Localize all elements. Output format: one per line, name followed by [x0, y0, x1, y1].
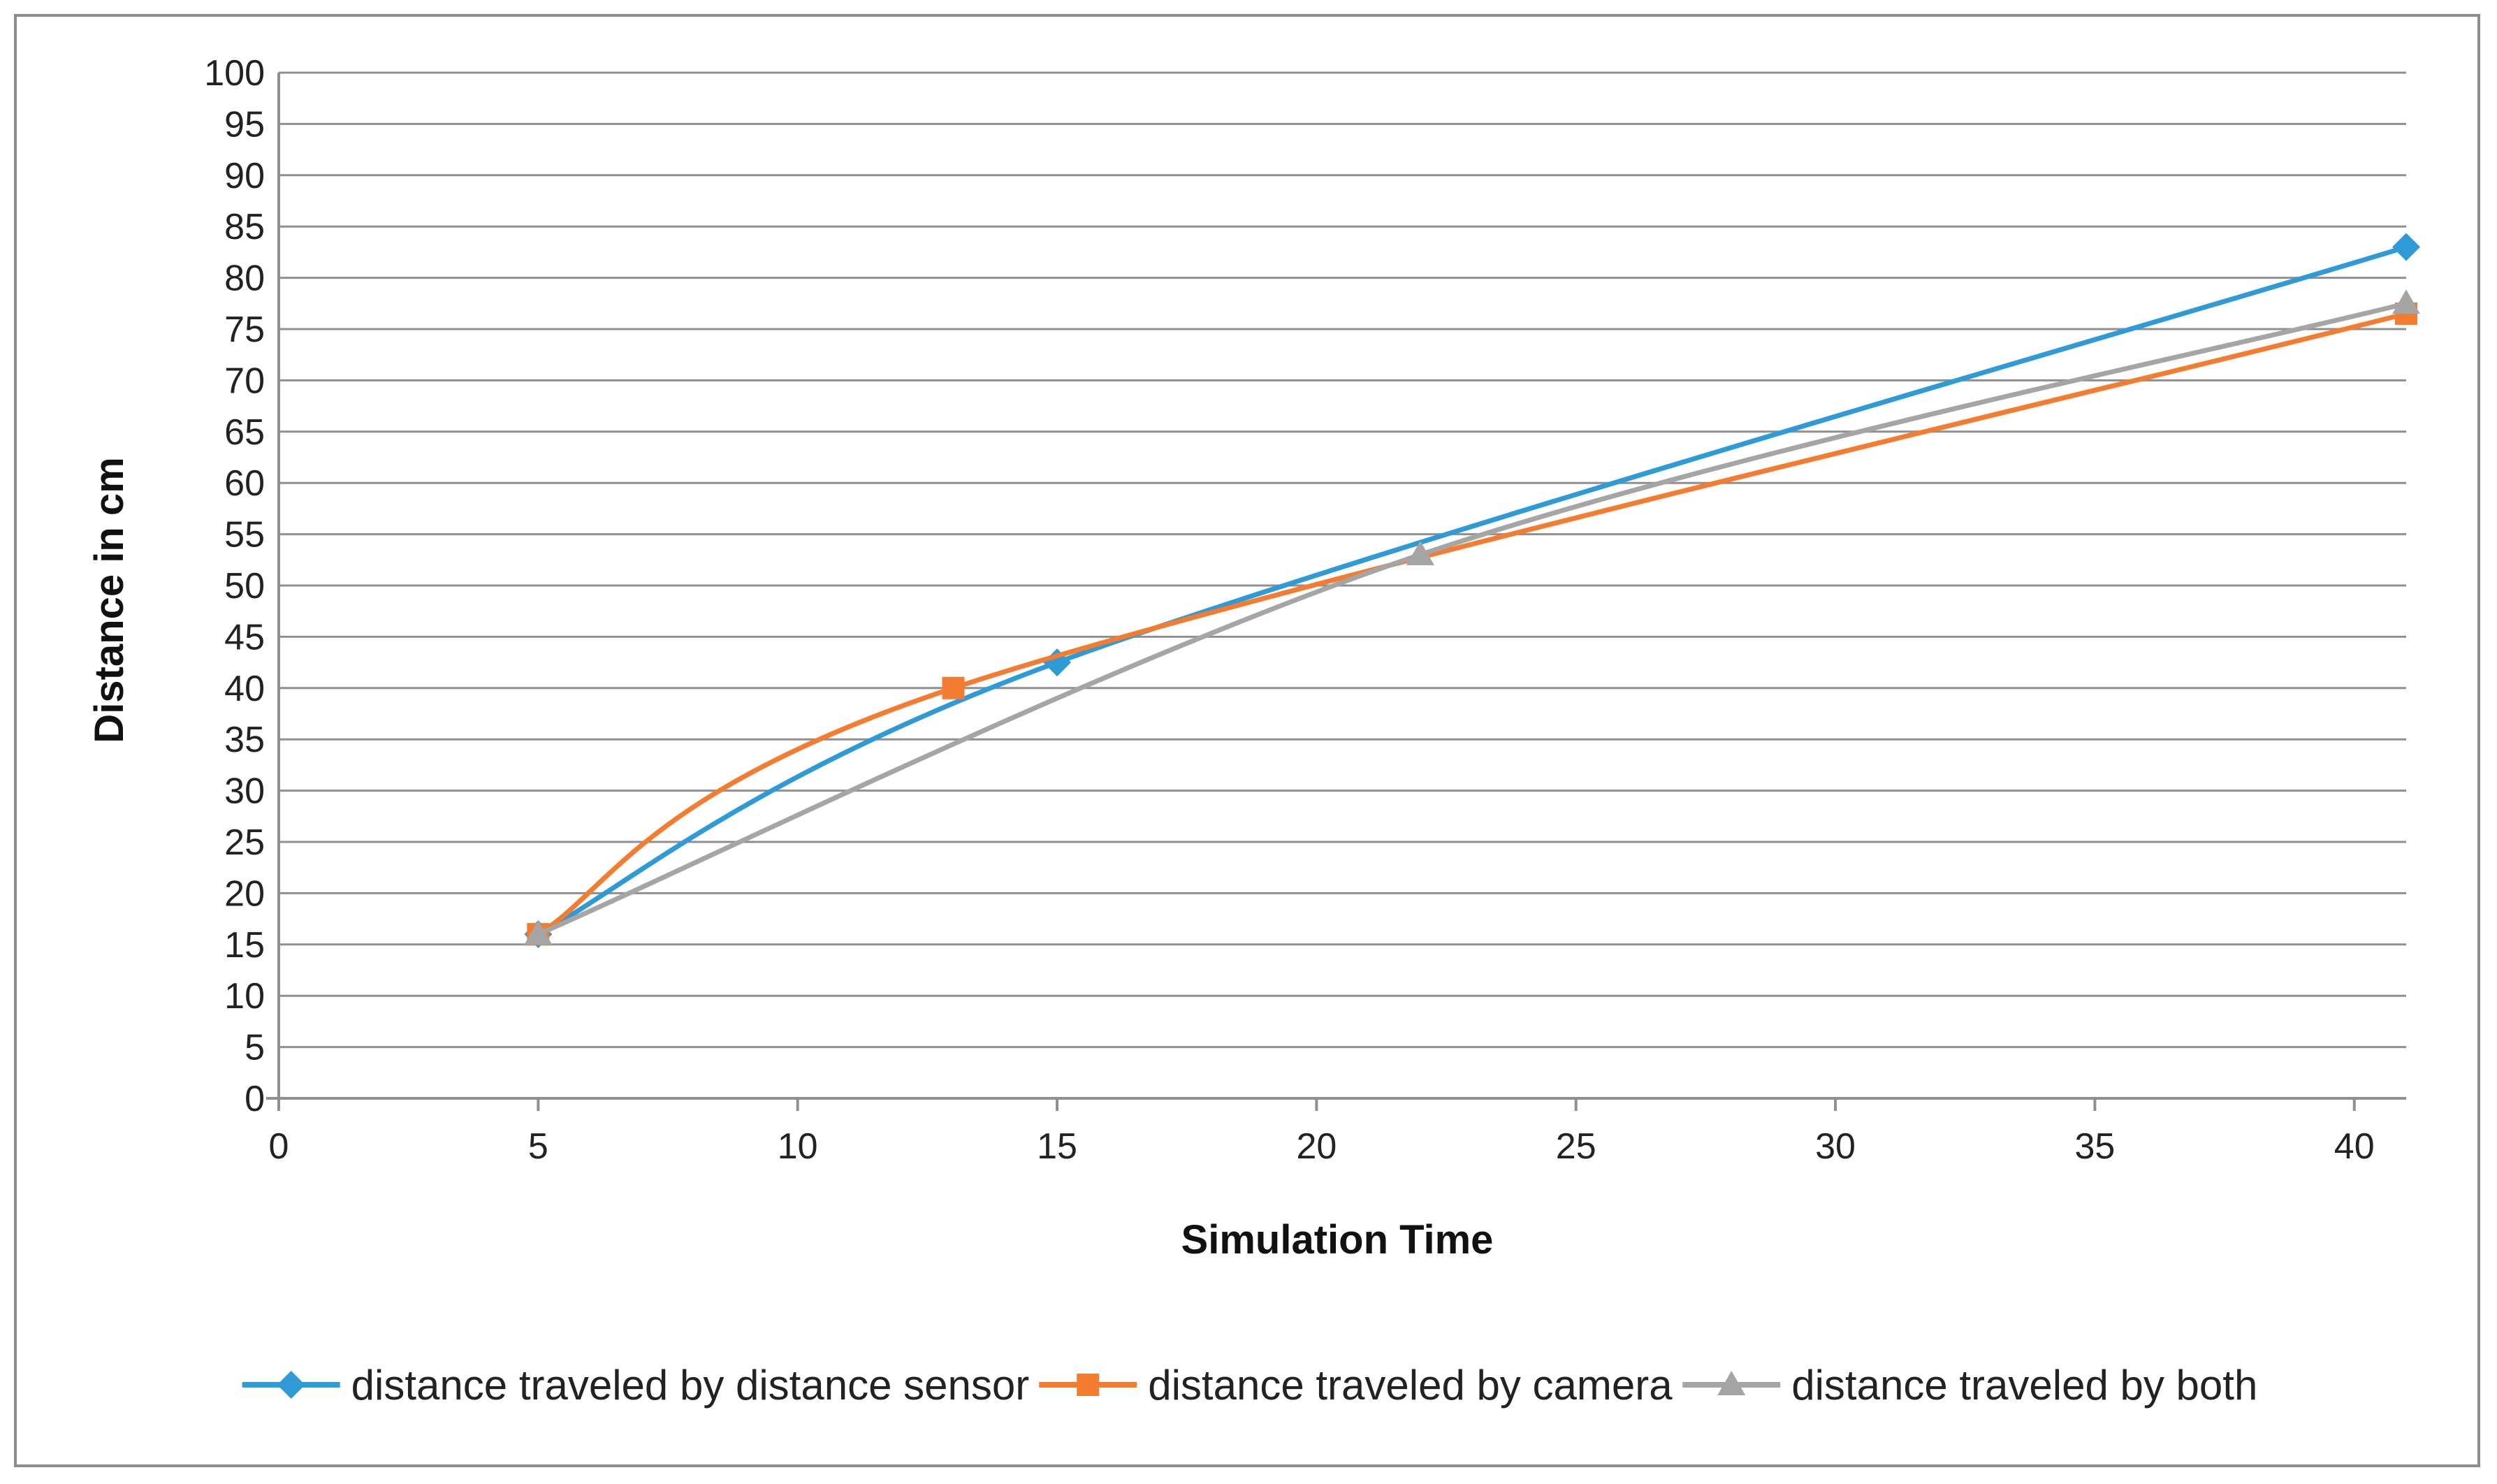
data-point	[2392, 289, 2420, 314]
series-line	[537, 311, 2407, 937]
y-tick-label: 50	[224, 566, 265, 606]
x-tick-labels: 0 5 10 15 20 25 30 35 40	[269, 1126, 2375, 1167]
y-tick-label: 0	[245, 1079, 265, 1119]
x-tick-label: 15	[1037, 1126, 1077, 1167]
y-tick-label: 60	[224, 463, 265, 504]
legend-marker	[277, 1371, 305, 1399]
x-axis-title: Simulation Time	[1181, 1217, 1494, 1263]
series-layer	[524, 233, 2420, 949]
y-tick-label: 85	[224, 207, 265, 247]
y-tick-label: 65	[224, 412, 265, 453]
series-2	[527, 302, 2417, 946]
y-tick-label: 20	[224, 873, 265, 914]
y-tick-labels: 0 5 10 15 20 25 30 35 40 45 50 55 60 65 70 75 80 85 90 95 10…	[204, 53, 265, 1119]
series-line	[537, 245, 2408, 937]
legend-item: distance traveled by both	[1682, 1362, 2257, 1409]
x-tick-label: 30	[1815, 1126, 1856, 1167]
x-tick-label: 25	[1556, 1126, 1596, 1167]
y-tick-label: 80	[224, 259, 265, 299]
y-tick-label: 95	[224, 104, 265, 145]
chart-frame: 0 5 10 15 20 25 30 35 40 45 50 55 60 65 70 75 80 85 90 95 10…	[14, 14, 2480, 1467]
x-tick-label: 0	[269, 1126, 289, 1167]
data-point	[1406, 540, 1434, 565]
y-tick-label: 15	[224, 925, 265, 966]
x-tick-label: 10	[778, 1126, 818, 1167]
y-tick-label: 25	[224, 822, 265, 863]
legend-item: distance traveled by camera	[1039, 1362, 1673, 1409]
y-tick-label: 40	[224, 669, 265, 709]
data-point	[524, 920, 553, 945]
legend-label: distance traveled by distance sensor	[351, 1362, 1030, 1409]
y-tick-label: 5	[245, 1028, 265, 1068]
x-tick-label: 40	[2334, 1126, 2375, 1167]
legend-item: distance traveled by distance sensor	[242, 1362, 1030, 1409]
gridlines	[279, 71, 2406, 1049]
legend-label: distance traveled by both	[1791, 1362, 2257, 1409]
legend-marker	[1077, 1374, 1100, 1396]
y-tick-label: 30	[224, 771, 265, 812]
axes	[266, 73, 2406, 1111]
y-axis-title: Distance in cm	[87, 457, 132, 743]
y-tick-label: 75	[224, 310, 265, 350]
y-tick-label: 10	[224, 976, 265, 1017]
x-tick-label: 5	[528, 1126, 548, 1167]
data-point	[942, 676, 965, 699]
data-point	[2392, 233, 2420, 261]
x-tick-label: 20	[1296, 1126, 1337, 1167]
y-tick-label: 55	[224, 515, 265, 555]
legend-label: distance traveled by camera	[1148, 1362, 1673, 1409]
series-3	[524, 289, 2420, 945]
x-tick-label: 35	[2074, 1126, 2115, 1167]
y-tick-label: 70	[224, 361, 265, 401]
line-chart: 0510152025303540455055606570758085909510…	[87, 53, 2420, 1409]
y-tick-label: 35	[224, 720, 265, 760]
y-tick-label: 45	[224, 617, 265, 657]
legend: distance traveled by distance sensor dist…	[242, 1362, 2257, 1409]
y-tick-label: 100	[204, 53, 265, 94]
series-line	[537, 300, 2407, 937]
legend-marker	[1717, 1371, 1746, 1395]
y-tick-label: 90	[224, 156, 265, 196]
